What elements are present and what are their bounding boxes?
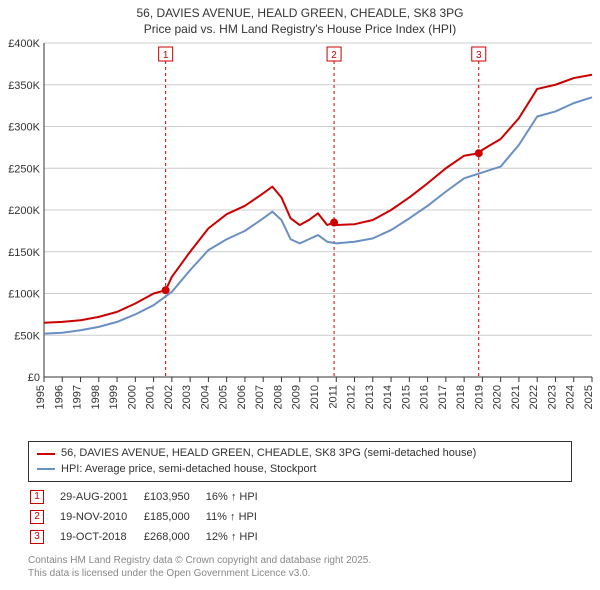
legend-item: HPI: Average price, semi-detached house,…	[37, 462, 563, 477]
svg-text:2014: 2014	[382, 385, 394, 409]
svg-text:2010: 2010	[309, 385, 321, 409]
legend-label: 56, DAVIES AVENUE, HEALD GREEN, CHEADLE,…	[61, 446, 476, 461]
svg-text:2006: 2006	[236, 385, 248, 409]
legend-label: HPI: Average price, semi-detached house,…	[61, 462, 316, 477]
svg-text:£400K: £400K	[8, 38, 40, 50]
legend-item: 56, DAVIES AVENUE, HEALD GREEN, CHEADLE,…	[37, 446, 563, 461]
svg-text:2023: 2023	[546, 385, 558, 409]
chart-title: 56, DAVIES AVENUE, HEALD GREEN, CHEADLE,…	[0, 0, 600, 37]
svg-text:1997: 1997	[72, 385, 84, 409]
svg-text:2020: 2020	[492, 385, 504, 409]
svg-text:2016: 2016	[419, 385, 431, 409]
svg-text:2017: 2017	[437, 385, 449, 409]
svg-text:2008: 2008	[272, 385, 284, 409]
sale-marker-box: 1	[30, 490, 44, 504]
svg-text:2013: 2013	[364, 385, 376, 409]
svg-text:2001: 2001	[145, 385, 157, 409]
sale-marker-box: 2	[30, 510, 44, 524]
legend-swatch	[37, 468, 55, 470]
sale-price: £268,000	[144, 528, 204, 546]
svg-text:£100K: £100K	[8, 289, 40, 301]
svg-text:£250K: £250K	[8, 163, 40, 175]
svg-text:£50K: £50K	[14, 330, 40, 342]
svg-text:2002: 2002	[163, 385, 175, 409]
sales-table: 1 29-AUG-2001£103,95016% ↑ HPI 2 19-NOV-201…	[28, 486, 274, 548]
svg-text:2009: 2009	[291, 385, 303, 409]
sale-date: 29-AUG-2001	[60, 488, 142, 506]
svg-text:2024: 2024	[565, 385, 577, 409]
chart-area: £0 £50K £100K £150K £200K £250K £300K £350K £400…	[0, 37, 600, 437]
svg-text:2: 2	[331, 50, 337, 61]
line-chart-svg: £0 £50K £100K £150K £200K £250K £300K £350K £400…	[0, 37, 600, 437]
svg-text:£350K: £350K	[8, 80, 40, 92]
svg-text:£150K: £150K	[8, 247, 40, 259]
svg-text:2018: 2018	[455, 385, 467, 409]
svg-text:2025: 2025	[583, 385, 595, 409]
footer-line-2: This data is licensed under the Open Gov…	[28, 567, 572, 580]
svg-text:1995: 1995	[35, 385, 47, 409]
sale-delta: 12% ↑ HPI	[206, 528, 272, 546]
title-line-1: 56, DAVIES AVENUE, HEALD GREEN, CHEADLE,…	[0, 6, 600, 22]
footer-line-1: Contains HM Land Registry data © Crown c…	[28, 554, 572, 567]
svg-text:2021: 2021	[510, 385, 522, 409]
footer-attribution: Contains HM Land Registry data © Crown c…	[28, 554, 572, 580]
svg-text:£300K: £300K	[8, 122, 40, 134]
legend-swatch	[37, 453, 55, 455]
sale-date: 19-NOV-2010	[60, 508, 142, 526]
svg-text:2004: 2004	[199, 385, 211, 409]
svg-text:2007: 2007	[254, 385, 266, 409]
sale-date: 19-OCT-2018	[60, 528, 142, 546]
sale-row: 1 29-AUG-2001£103,95016% ↑ HPI	[30, 488, 272, 506]
sale-row: 3 19-OCT-2018£268,00012% ↑ HPI	[30, 528, 272, 546]
title-line-2: Price paid vs. HM Land Registry's House …	[0, 22, 600, 38]
svg-text:1: 1	[163, 50, 169, 61]
svg-text:2005: 2005	[218, 385, 230, 409]
svg-text:£200K: £200K	[8, 205, 40, 217]
svg-text:2022: 2022	[528, 385, 540, 409]
sale-price: £185,000	[144, 508, 204, 526]
sale-delta: 11% ↑ HPI	[206, 508, 272, 526]
svg-text:1998: 1998	[90, 385, 102, 409]
sale-row: 2 19-NOV-2010£185,00011% ↑ HPI	[30, 508, 272, 526]
svg-text:2003: 2003	[181, 385, 193, 409]
svg-text:£0: £0	[28, 372, 40, 384]
svg-text:2000: 2000	[126, 385, 138, 409]
svg-text:1996: 1996	[53, 385, 65, 409]
svg-text:2015: 2015	[400, 385, 412, 409]
svg-text:2012: 2012	[346, 385, 358, 409]
sale-delta: 16% ↑ HPI	[206, 488, 272, 506]
sale-price: £103,950	[144, 488, 204, 506]
sale-marker-box: 3	[30, 530, 44, 544]
svg-text:2019: 2019	[473, 385, 485, 409]
svg-text:1999: 1999	[108, 385, 120, 409]
legend-box: 56, DAVIES AVENUE, HEALD GREEN, CHEADLE,…	[28, 441, 572, 482]
svg-text:2011: 2011	[327, 385, 339, 409]
svg-text:3: 3	[476, 50, 482, 61]
